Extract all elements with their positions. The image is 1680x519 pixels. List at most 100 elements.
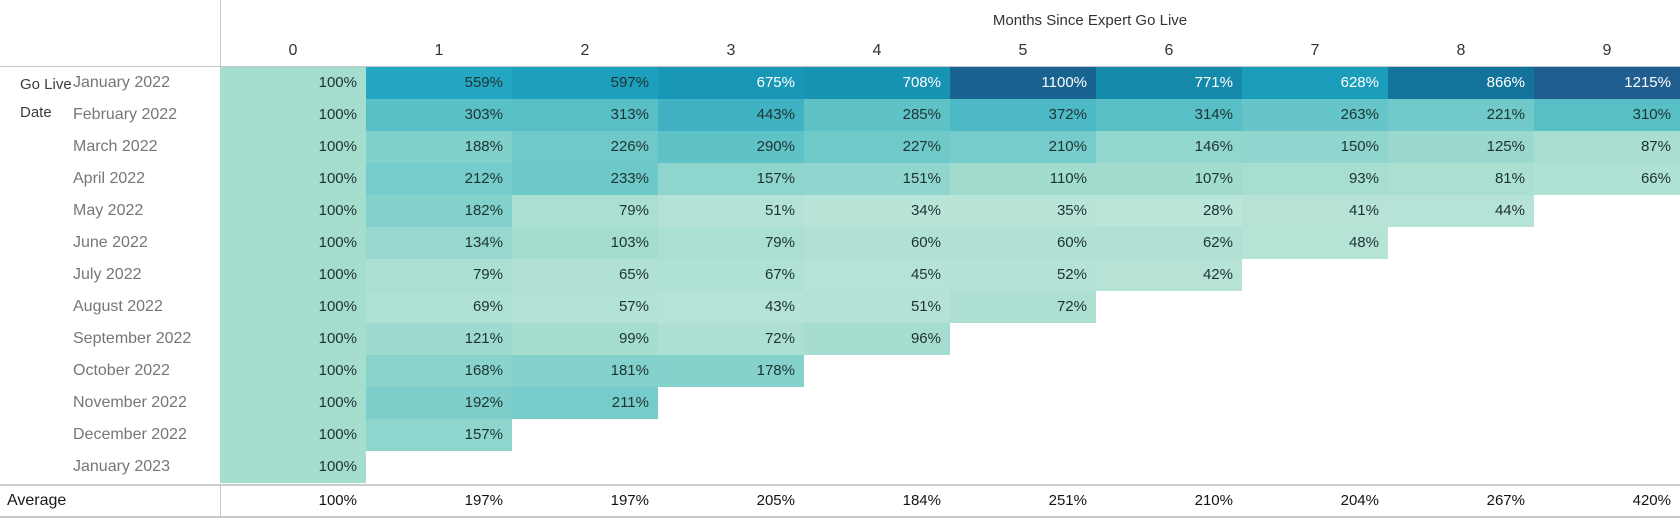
row-label[interactable]: August 2022 — [73, 298, 163, 315]
heatmap-cell[interactable]: 100% — [220, 163, 366, 195]
heatmap-cell[interactable]: 66% — [1534, 163, 1680, 195]
row-label[interactable]: June 2022 — [73, 234, 148, 251]
heatmap-cell[interactable]: 100% — [220, 355, 366, 387]
heatmap-cell[interactable]: 178% — [658, 355, 804, 387]
heatmap-cell[interactable]: 60% — [950, 227, 1096, 259]
heatmap-cell[interactable]: 1100% — [950, 67, 1096, 99]
heatmap-cell[interactable]: 771% — [1096, 67, 1242, 99]
column-header-4[interactable]: 4 — [872, 42, 882, 59]
row-label[interactable]: October 2022 — [73, 362, 170, 379]
average-cell[interactable]: 267% — [1486, 492, 1525, 509]
heatmap-cell[interactable]: 57% — [512, 291, 658, 323]
heatmap-cell[interactable]: 93% — [1242, 163, 1388, 195]
average-cell[interactable]: 204% — [1340, 492, 1379, 509]
heatmap-cell[interactable]: 62% — [1096, 227, 1242, 259]
heatmap-cell[interactable]: 227% — [804, 131, 950, 163]
heatmap-cell[interactable]: 263% — [1242, 99, 1388, 131]
heatmap-cell[interactable]: 107% — [1096, 163, 1242, 195]
heatmap-cell[interactable]: 72% — [950, 291, 1096, 323]
heatmap-cell[interactable]: 675% — [658, 67, 804, 99]
column-header-6[interactable]: 6 — [1164, 42, 1174, 59]
heatmap-cell[interactable]: 597% — [512, 67, 658, 99]
heatmap-cell[interactable]: 226% — [512, 131, 658, 163]
heatmap-cell[interactable]: 221% — [1388, 99, 1534, 131]
heatmap-cell[interactable]: 67% — [658, 259, 804, 291]
heatmap-cell[interactable]: 60% — [804, 227, 950, 259]
heatmap-cell[interactable]: 708% — [804, 67, 950, 99]
column-header-1[interactable]: 1 — [434, 42, 444, 59]
heatmap-cell[interactable]: 211% — [512, 387, 658, 419]
row-label[interactable]: April 2022 — [73, 170, 146, 187]
heatmap-cell[interactable]: 42% — [1096, 259, 1242, 291]
heatmap-cell[interactable]: 43% — [658, 291, 804, 323]
heatmap-cell[interactable]: 192% — [366, 387, 512, 419]
column-header-3[interactable]: 3 — [726, 42, 736, 59]
column-header-7[interactable]: 7 — [1310, 42, 1320, 59]
heatmap-cell[interactable]: 443% — [658, 99, 804, 131]
row-label[interactable]: January 2023 — [73, 458, 170, 475]
row-label[interactable]: March 2022 — [73, 138, 158, 155]
heatmap-cell[interactable]: 79% — [512, 195, 658, 227]
heatmap-cell[interactable]: 628% — [1242, 67, 1388, 99]
heatmap-cell[interactable]: 125% — [1388, 131, 1534, 163]
heatmap-cell[interactable]: 168% — [366, 355, 512, 387]
heatmap-cell[interactable]: 34% — [804, 195, 950, 227]
heatmap-cell[interactable]: 81% — [1388, 163, 1534, 195]
row-label[interactable]: February 2022 — [73, 106, 178, 123]
heatmap-cell[interactable]: 285% — [804, 99, 950, 131]
heatmap-cell[interactable]: 103% — [512, 227, 658, 259]
heatmap-cell[interactable]: 100% — [220, 227, 366, 259]
heatmap-cell[interactable]: 182% — [366, 195, 512, 227]
heatmap-cell[interactable]: 51% — [804, 291, 950, 323]
heatmap-cell[interactable]: 310% — [1534, 99, 1680, 131]
heatmap-cell[interactable]: 157% — [658, 163, 804, 195]
heatmap-cell[interactable]: 100% — [220, 419, 366, 451]
heatmap-cell[interactable]: 210% — [950, 131, 1096, 163]
average-cell[interactable]: 420% — [1632, 492, 1671, 509]
row-label[interactable]: May 2022 — [73, 202, 144, 219]
heatmap-cell[interactable]: 212% — [366, 163, 512, 195]
row-label[interactable]: September 2022 — [73, 330, 192, 347]
heatmap-cell[interactable]: 151% — [804, 163, 950, 195]
heatmap-cell[interactable]: 181% — [512, 355, 658, 387]
heatmap-cell[interactable]: 290% — [658, 131, 804, 163]
heatmap-cell[interactable]: 100% — [220, 67, 366, 99]
average-cell[interactable]: 184% — [902, 492, 941, 509]
heatmap-cell[interactable]: 100% — [220, 323, 366, 355]
heatmap-cell[interactable]: 69% — [366, 291, 512, 323]
average-cell[interactable]: 210% — [1194, 492, 1233, 509]
heatmap-cell[interactable]: 314% — [1096, 99, 1242, 131]
heatmap-cell[interactable]: 96% — [804, 323, 950, 355]
heatmap-cell[interactable]: 303% — [366, 99, 512, 131]
heatmap-cell[interactable]: 372% — [950, 99, 1096, 131]
heatmap-cell[interactable]: 65% — [512, 259, 658, 291]
heatmap-cell[interactable]: 100% — [220, 99, 366, 131]
heatmap-cell[interactable]: 28% — [1096, 195, 1242, 227]
heatmap-cell[interactable]: 100% — [220, 259, 366, 291]
heatmap-cell[interactable]: 157% — [366, 419, 512, 451]
heatmap-cell[interactable]: 99% — [512, 323, 658, 355]
heatmap-cell[interactable]: 35% — [950, 195, 1096, 227]
column-header-9[interactable]: 9 — [1602, 42, 1612, 59]
heatmap-cell[interactable]: 87% — [1534, 131, 1680, 163]
heatmap-cell[interactable]: 100% — [220, 195, 366, 227]
heatmap-cell[interactable]: 45% — [804, 259, 950, 291]
heatmap-cell[interactable]: 100% — [220, 131, 366, 163]
heatmap-cell[interactable]: 313% — [512, 99, 658, 131]
heatmap-cell[interactable]: 150% — [1242, 131, 1388, 163]
heatmap-cell[interactable]: 1215% — [1534, 67, 1680, 99]
row-label[interactable]: January 2022 — [73, 74, 170, 91]
heatmap-cell[interactable]: 48% — [1242, 227, 1388, 259]
average-cell[interactable]: 251% — [1048, 492, 1087, 509]
column-header-0[interactable]: 0 — [288, 42, 298, 59]
heatmap-cell[interactable]: 100% — [220, 387, 366, 419]
heatmap-cell[interactable]: 79% — [366, 259, 512, 291]
column-header-8[interactable]: 8 — [1456, 42, 1466, 59]
heatmap-cell[interactable]: 72% — [658, 323, 804, 355]
heatmap-cell[interactable]: 44% — [1388, 195, 1534, 227]
heatmap-cell[interactable]: 79% — [658, 227, 804, 259]
heatmap-cell[interactable]: 866% — [1388, 67, 1534, 99]
row-label[interactable]: November 2022 — [73, 394, 187, 411]
row-label[interactable]: December 2022 — [73, 426, 187, 443]
column-header-2[interactable]: 2 — [580, 42, 590, 59]
